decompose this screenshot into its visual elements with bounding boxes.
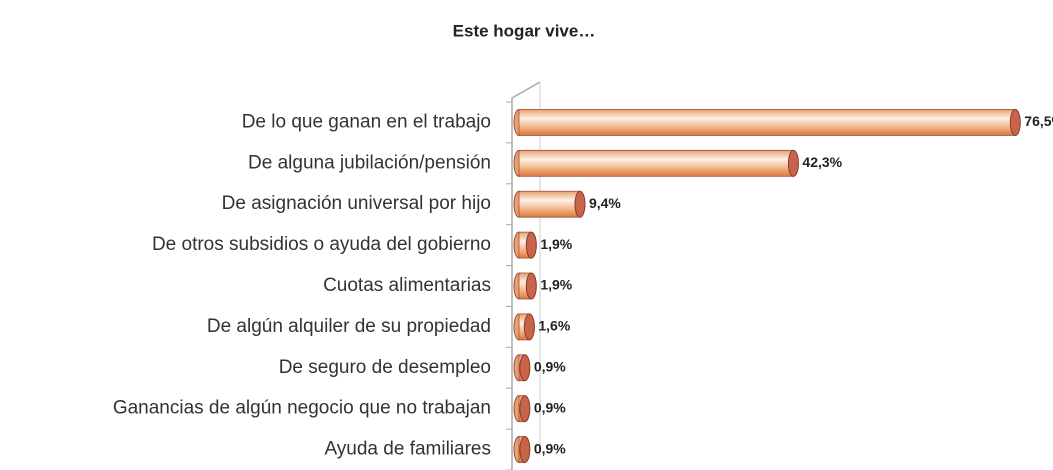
value-label: 1,9% — [540, 277, 572, 293]
category-label: De alguna jubilación/pensión — [248, 152, 491, 173]
bar — [518, 190, 581, 218]
value-label: 1,6% — [538, 318, 570, 334]
bar-cap — [519, 354, 531, 382]
category-label: De asignación universal por hijo — [222, 193, 491, 214]
bar-cap — [574, 190, 586, 218]
bar — [518, 109, 1016, 136]
bar — [518, 149, 794, 177]
value-label: 9,4% — [589, 195, 621, 211]
chart-title: Este hogar vive… — [453, 21, 596, 40]
value-label: 1,9% — [540, 236, 572, 252]
value-label: 0,9% — [534, 358, 566, 374]
category-label: Cuotas alimentarias — [323, 275, 491, 296]
category-label: Ayuda de familiares — [324, 439, 491, 460]
bar-cap — [787, 149, 799, 177]
bar-cap — [523, 313, 535, 341]
value-label: 0,9% — [534, 440, 566, 456]
bar-cap — [519, 395, 531, 423]
category-label: De otros subsidios o ayuda del gobierno — [152, 234, 491, 255]
value-label: 0,9% — [534, 399, 566, 415]
axis-3d — [511, 81, 541, 470]
bar-cap — [1009, 108, 1021, 136]
bar-cap — [519, 436, 531, 464]
category-label: De lo que ganan en el trabajo — [242, 111, 491, 132]
category-label: Ganancias de algún negocio que no trabaj… — [113, 398, 491, 419]
bar-cap — [525, 272, 537, 300]
value-label: 42,3% — [802, 154, 842, 170]
category-label: De seguro de desempleo — [279, 357, 491, 378]
value-label: 76,5% — [1024, 113, 1053, 129]
category-label: De algún alquiler de su propiedad — [207, 316, 491, 337]
bar-cap — [525, 231, 537, 259]
